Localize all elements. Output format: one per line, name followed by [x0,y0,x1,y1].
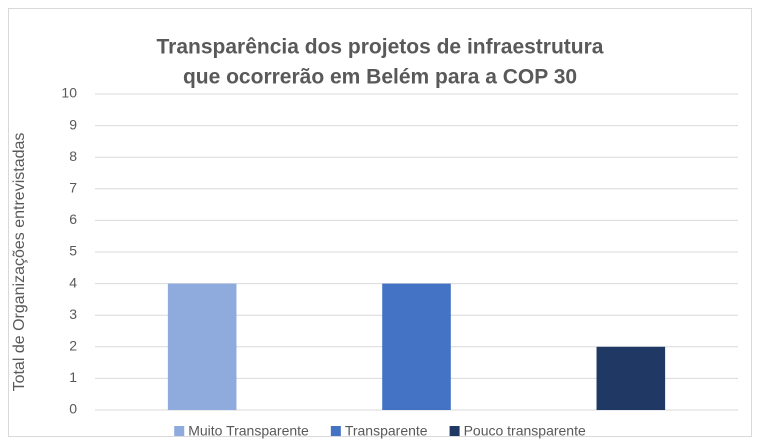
y-tick-label: 4 [69,274,77,290]
legend-swatch [449,426,460,436]
y-tick-label: 10 [61,85,77,101]
legend-swatch [174,426,185,436]
y-axis-label: Total de Organizações entrevistadas [11,133,28,392]
legend-label: Transparente [345,423,428,439]
legend-label: Muito Transparente [188,423,309,439]
y-tick-label: 0 [69,401,77,417]
y-tick-label: 1 [69,369,77,385]
bar [382,283,451,410]
chart-title: que ocorrerão em Belém para a COP 30 [183,66,577,89]
chart-title: Transparência dos projetos de infraestru… [157,36,604,59]
legend-swatch [330,426,341,436]
y-tick-label: 3 [69,306,77,322]
y-tick-label: 9 [69,116,77,132]
legend-label: Pouco transparente [464,423,586,439]
bar [167,283,237,410]
bar [596,346,666,410]
y-tick-label: 2 [69,338,77,354]
y-tick-label: 7 [69,180,77,196]
y-tick-label: 5 [69,243,77,259]
y-tick-label: 6 [69,211,77,227]
y-tick-label: 8 [69,148,77,164]
